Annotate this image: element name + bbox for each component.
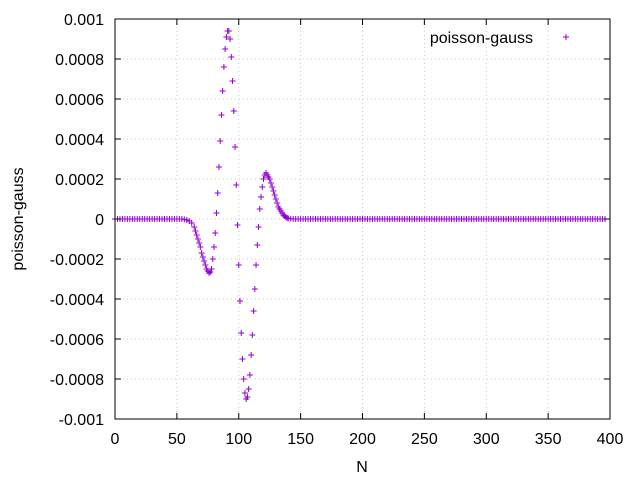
data-points [112,28,609,402]
data-point [188,220,195,226]
data-point [233,182,240,188]
data-point [209,256,216,262]
data-point [234,222,241,228]
data-point [192,228,199,234]
data-point [253,262,260,268]
data-point [228,54,235,60]
x-axis-label: N [356,459,368,476]
data-point [227,36,234,42]
data-point [246,372,253,378]
data-point [272,196,279,202]
data-point [219,88,226,94]
x-tick-label: 350 [535,431,562,448]
data-point [217,138,224,144]
data-point [202,262,209,268]
data-point [260,176,267,182]
data-point [240,376,247,382]
axis-ticks [114,18,611,420]
data-point [235,262,242,268]
data-point [238,330,245,336]
data-point [191,224,198,230]
y-tick-label: 0.0002 [55,172,104,189]
data-point [225,28,232,34]
y-tick-label: 0.0006 [55,92,104,109]
x-tick-label: 0 [111,431,120,448]
data-point [215,164,222,170]
data-point [245,386,252,392]
legend-marker-glyph [563,34,569,40]
data-point [197,244,204,250]
data-point [270,188,277,194]
data-point [269,184,276,190]
data-point [274,200,281,206]
data-point [214,190,221,196]
data-point [196,240,203,246]
data-point [223,34,230,40]
data-point [244,394,251,400]
data-point [248,352,255,358]
x-tick-label: 200 [349,431,376,448]
data-point [222,46,229,52]
data-point [232,144,239,150]
data-point [258,194,265,200]
x-tick-labels: 0 50 100 150 200 250 300 350 400 [111,431,624,448]
y-tick-label: -0.0004 [50,292,104,309]
data-point [193,232,200,238]
data-point [220,64,227,70]
y-axis-label: poisson-gauss [10,167,27,270]
data-point [249,332,256,338]
data-point [201,258,208,264]
legend-label: poisson-gauss [430,30,533,47]
data-point [251,286,258,292]
data-point [266,176,273,182]
legend: poisson-gauss [430,30,569,47]
y-tick-label: 0.0008 [55,52,104,69]
data-point [267,180,274,186]
data-point [250,308,257,314]
data-point [207,269,214,275]
x-tick-label: 100 [225,431,252,448]
y-tick-label: 0.0004 [55,132,104,149]
data-point [211,244,217,250]
data-point [230,108,237,114]
data-point [194,236,201,242]
data-point [259,184,266,190]
data-point [229,78,236,84]
data-point [208,266,215,272]
data-point [241,390,248,396]
x-tick-label: 250 [411,431,438,448]
data-point [254,242,261,248]
x-tick-label: 50 [168,431,186,448]
x-tick-label: 400 [597,431,624,448]
data-point [255,224,262,230]
y-tick-label: -0.0008 [50,372,104,389]
data-point [236,298,243,304]
data-point [206,270,213,276]
x-tick-label: 150 [287,431,314,448]
y-tick-label: 0.001 [64,12,104,29]
data-point [198,250,205,256]
y-tick-label: -0.0002 [50,252,104,269]
y-tick-label: -0.001 [59,412,104,429]
data-point [199,254,206,260]
y-tick-label: -0.0006 [50,332,104,349]
legend-marker-plus [563,34,569,40]
data-point [212,230,219,236]
data-point [271,192,278,198]
x-tick-label: 300 [473,431,500,448]
y-tick-labels: -0.001 -0.0008 -0.0006 -0.0004 -0.0002 0 0.000… [50,12,104,429]
data-point [256,206,263,212]
y-tick-label: 0 [95,212,104,229]
data-point [213,210,220,216]
data-point [218,112,225,118]
data-point [239,356,246,362]
